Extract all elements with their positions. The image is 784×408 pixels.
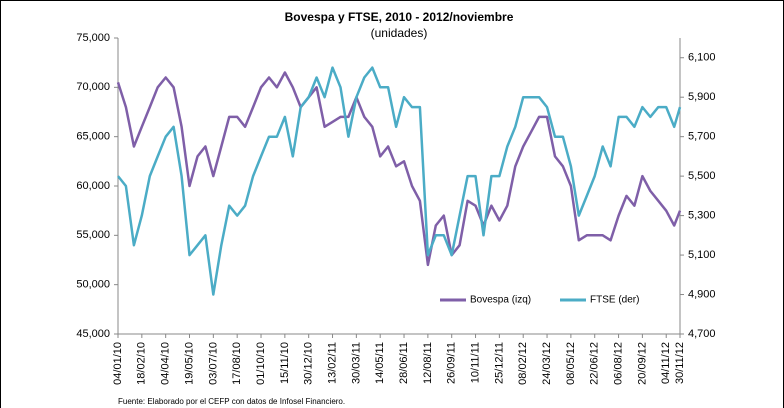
x-tick-label: 25/12/11	[493, 342, 505, 384]
x-tick-label: 03/07/10	[207, 342, 219, 385]
chart-subtitle: (unidades)	[371, 26, 428, 40]
series-line	[116, 71, 682, 267]
y2-tick-label: 5,700	[688, 131, 716, 143]
x-tick-label: 30/03/11	[350, 342, 362, 384]
x-tick-label: 04/01/10	[112, 342, 124, 385]
y2-tick-label: 5,300	[688, 210, 716, 222]
y2-tick-label: 4,900	[688, 288, 716, 300]
x-tick-label: 10/11/11	[469, 342, 481, 383]
y-tick-label: 60,000	[76, 180, 110, 192]
x-tick-label: 06/08/12	[612, 342, 624, 385]
x-tick-label: 01/10/10	[255, 342, 267, 385]
x-tick-label: 04/11/12	[660, 342, 672, 384]
y2-tick-label: 5,500	[688, 170, 716, 182]
y2-tick-label: 4,700	[688, 328, 716, 340]
source-note: Fuente: Elaborado por el CEFP con datos …	[118, 397, 345, 406]
x-tick-label: 08/02/12	[517, 342, 529, 385]
x-tick-label: 30/11/12	[674, 342, 686, 384]
x-tick-label: 14/05/11	[374, 342, 386, 384]
x-tick-label: 24/03/12	[541, 342, 553, 385]
x-tick-label: 22/06/12	[589, 342, 601, 385]
x-tick-label: 08/05/12	[565, 342, 577, 385]
y-tick-label: 50,000	[76, 279, 110, 291]
legend-label: FTSE (der)	[590, 295, 639, 306]
legend-label: Bovespa (izq)	[470, 295, 531, 306]
x-tick-label: 13/02/11	[326, 342, 338, 384]
y2-tick-label: 5,100	[688, 249, 716, 261]
y-tick-label: 55,000	[76, 229, 110, 241]
y-tick-label: 75,000	[76, 32, 110, 44]
x-tick-label: 26/09/11	[446, 342, 458, 384]
x-tick-label: 15/11/10	[279, 342, 291, 384]
y-tick-label: 45,000	[76, 328, 110, 340]
x-tick-label: 28/06/11	[398, 342, 410, 384]
y-tick-label: 70,000	[76, 81, 110, 93]
x-tick-label: 12/08/11	[422, 342, 434, 384]
chart-title: Bovespa y FTSE, 2010 - 2012/noviembre	[285, 10, 514, 24]
x-tick-label: 19/05/10	[183, 342, 195, 385]
y-tick-label: 65,000	[76, 131, 110, 143]
x-tick-label: 18/02/10	[136, 342, 148, 385]
x-tick-label: 30/12/10	[303, 342, 315, 385]
x-tick-label: 17/08/10	[231, 342, 243, 385]
x-tick-label: 20/09/12	[636, 342, 648, 385]
series-line	[117, 66, 682, 296]
x-tick-label: 04/04/10	[160, 342, 172, 385]
y2-tick-label: 5,900	[688, 91, 716, 103]
y2-tick-label: 6,100	[688, 52, 716, 64]
